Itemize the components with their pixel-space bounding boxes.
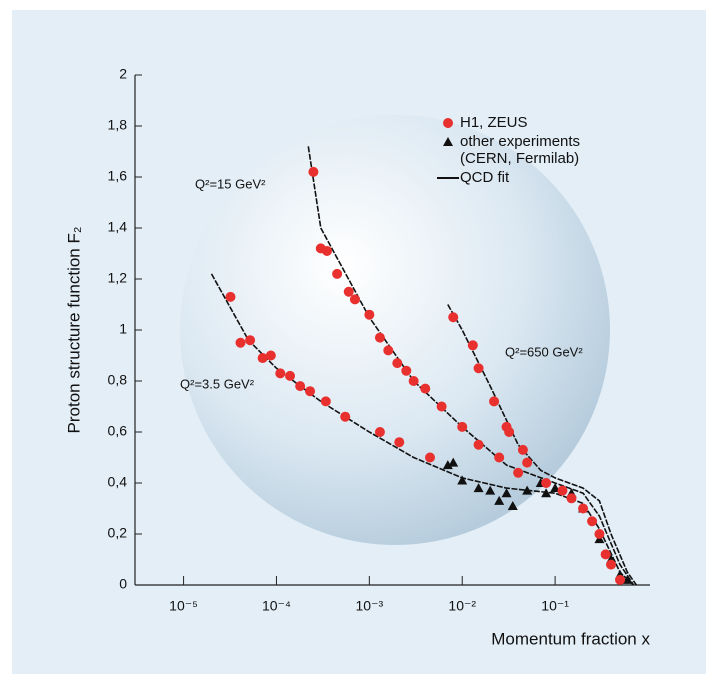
triangle-point [485,485,496,495]
data-point [383,345,394,356]
triangle-point [507,500,518,510]
data-point [225,291,236,302]
y-axis-label: Proton structure function F₂ [64,227,83,434]
data-point [594,529,605,539]
triangle-point [494,495,505,505]
x-tick-label: 10⁻² [448,598,476,614]
data-point [541,478,552,488]
data-point [566,493,577,504]
data-point [275,368,286,379]
data-point [349,294,360,305]
y-tick-label: 1,4 [108,219,128,235]
data-point [489,396,500,407]
data-point [394,437,405,448]
sphere-illustration [180,115,610,545]
data-point [343,286,354,297]
data-point [392,358,403,369]
data-point [257,353,268,364]
data-point [557,485,568,496]
data-point [308,166,319,177]
y-tick-label: 0,8 [108,372,128,388]
data-point [457,421,468,432]
x-axis-label: Momentum fraction x [491,629,650,648]
data-point [401,365,412,376]
legend-entry: other experiments (CERN, Fermilab) [436,133,610,167]
x-tick-label: 10⁻³ [356,598,384,614]
triangle-point [501,488,512,498]
legend-key-box [436,114,460,129]
triangle-point [473,483,484,493]
data-point [494,452,505,463]
y-tick-label: 0,2 [108,525,128,541]
annotation: Q²=3.5 GeV² [180,376,255,391]
legend-marker [443,137,453,146]
data-point [425,452,436,463]
data-point [606,559,617,570]
legend-key-box [436,133,460,148]
y-tick-label: 2 [119,66,127,82]
data-point [615,574,626,585]
data-point [245,335,256,346]
legend-marker [443,118,453,128]
data-point [340,411,351,422]
legend-entry: H1, ZEUS [436,114,610,131]
annotation: Q²=650 GeV² [505,344,583,359]
legend-label: QCD fit [460,169,510,186]
y-tick-label: 0,6 [108,423,128,439]
triangle-point [448,457,459,467]
data-point [374,332,385,343]
data-point [600,549,611,560]
data-point [420,383,431,394]
triangle-point [622,574,633,584]
legend-label: H1, ZEUS [460,114,528,131]
data-point [587,516,598,527]
data-point [448,312,459,323]
triangle-point [541,488,552,498]
annotation: Q²=15 GeV² [195,176,266,191]
legend-key [443,137,453,146]
data-point [332,268,343,279]
data-point [320,396,331,407]
y-tick-label: 1,6 [108,168,128,184]
data-point [467,340,478,351]
legend: H1, ZEUS other experiments (CERN, Fermila… [436,114,610,188]
x-tick-label: 10⁻¹ [541,598,569,614]
y-tick-label: 1,2 [108,270,128,286]
legend-key [437,177,459,179]
data-point [473,363,484,374]
y-tick-label: 0,4 [108,474,128,490]
x-tick-label: 10⁻⁵ [169,598,198,614]
data-point [364,309,375,320]
data-point [305,386,316,397]
data-point [578,503,589,514]
legend-key [443,118,453,128]
data-point [408,376,419,386]
data-point [522,457,533,468]
data-point [473,439,484,450]
data-point [436,401,447,412]
data-point [321,245,332,256]
legend-label: other experiments (CERN, Fermilab) [460,133,581,167]
data-point [265,350,276,361]
legend-key-box [436,169,460,184]
triangle-point [522,485,533,495]
data-point [374,427,385,437]
y-tick-label: 1,8 [108,117,128,133]
triangle-point [442,460,453,470]
triangle-point [457,475,468,485]
legend-entry: QCD fit [436,169,610,186]
data-point [504,427,515,437]
data-point [295,381,306,392]
data-point [235,337,246,348]
x-tick-label: 10⁻⁴ [262,598,291,614]
y-tick-label: 1 [119,321,127,337]
y-tick-label: 0 [119,576,127,592]
data-point [513,467,524,478]
data-point [517,444,528,455]
data-point [285,370,296,381]
